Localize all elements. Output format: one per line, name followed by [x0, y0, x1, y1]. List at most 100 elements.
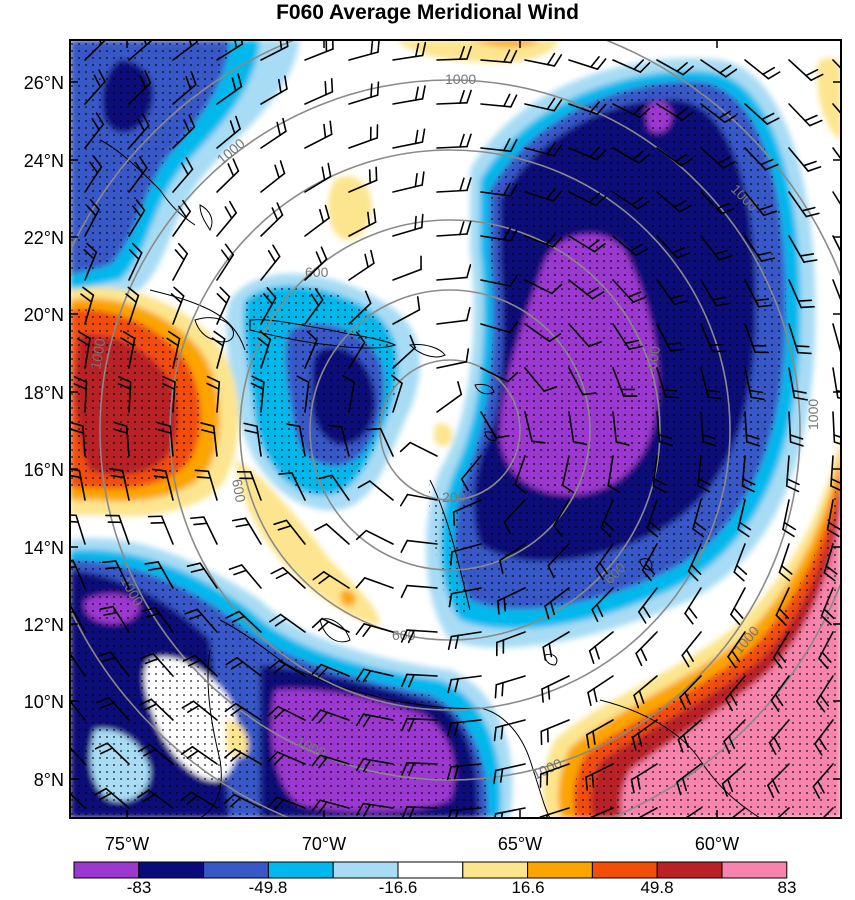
lat-label: 12°N — [24, 615, 64, 635]
wind-barb-feather — [196, 476, 212, 479]
wind-barb-feather — [270, 566, 284, 575]
wind-barb-feather — [367, 211, 371, 227]
wind-barb-feather — [814, 743, 823, 756]
wind-barb-staff — [480, 103, 512, 108]
wind-barb-feather — [638, 690, 645, 704]
wind-barb-staff — [612, 323, 631, 350]
wind-barb-staff — [362, 802, 394, 809]
wind-barb-feather — [327, 162, 332, 178]
wind-barb-feather — [225, 656, 239, 666]
wind-barb-feather — [420, 213, 424, 229]
wind-barb-staff — [788, 103, 811, 127]
wind-barb-staff — [612, 191, 639, 210]
wind-barb-feather — [362, 670, 372, 683]
wind-barb-staff — [128, 82, 152, 105]
wind-barb-staff — [256, 425, 262, 457]
wind-barb-feather — [137, 789, 150, 799]
wind-barb-feather — [356, 758, 365, 771]
wind-barb-staff — [450, 719, 482, 724]
wind-barb-feather — [108, 467, 124, 472]
wind-barb-feather — [653, 478, 667, 486]
colorbar-swatch — [267, 861, 334, 879]
wind-barb-feather — [143, 703, 158, 711]
wind-barb-staff — [260, 338, 272, 369]
wind-barb-staff — [348, 94, 379, 105]
wind-barb-feather — [233, 569, 248, 576]
wind-barb-feather — [588, 192, 600, 204]
wind-barb-staff — [607, 455, 614, 487]
wind-barb-feather — [231, 615, 246, 623]
wind-barb-staff — [279, 613, 306, 633]
wind-barb-staff — [744, 279, 760, 308]
wind-barb-feather — [73, 376, 88, 383]
wind-barb-feather — [745, 434, 760, 440]
wind-barb-feather — [684, 612, 694, 625]
wind-barb-feather — [327, 424, 343, 428]
wind-barb-feather — [631, 822, 633, 835]
wind-barb-staff — [568, 191, 597, 207]
wind-barb-feather — [493, 726, 497, 742]
wind-barb-feather — [561, 484, 575, 494]
wind-barb-feather — [70, 566, 77, 568]
wind-barb-feather — [190, 71, 197, 86]
wind-barb-feather — [641, 569, 652, 581]
wind-barb-staff — [700, 367, 709, 398]
wind-barb-staff — [157, 561, 174, 589]
wind-barb-staff — [75, 514, 86, 545]
wind-barb-staff — [832, 147, 841, 161]
wind-barb-staff — [547, 543, 570, 567]
wind-barb-feather — [671, 247, 686, 254]
wind-barb-feather — [552, 190, 563, 202]
wind-barb-feather — [547, 564, 555, 579]
colorbar-swatch — [332, 861, 399, 879]
wind-barb-feather — [266, 287, 277, 299]
wind-barb-staff — [788, 367, 796, 399]
wind-barb-feather — [465, 306, 471, 322]
wind-barb-feather — [819, 694, 830, 707]
wind-barb-staff — [277, 705, 306, 721]
wind-barb-staff — [196, 608, 218, 633]
wind-barb-staff — [630, 763, 658, 781]
wind-barb-feather — [658, 434, 673, 440]
wind-barb-feather — [677, 738, 684, 753]
wind-barb-staff — [656, 103, 684, 121]
wind-barb-staff — [216, 43, 244, 61]
wind-barb-staff — [84, 337, 91, 369]
wind-barb-staff — [436, 145, 468, 149]
wind-barb-staff — [118, 514, 130, 545]
wind-barb-feather — [323, 123, 327, 139]
wind-barb-staff — [192, 700, 218, 721]
wind-barb-feather — [185, 157, 194, 171]
wind-barb-feather — [329, 120, 333, 136]
wind-barb-staff — [172, 168, 194, 193]
wind-barb-feather — [546, 52, 556, 66]
wind-barb-feather — [143, 40, 148, 46]
wind-barb-staff — [216, 295, 231, 325]
wind-barb-staff — [436, 189, 468, 193]
wind-barb-feather — [223, 793, 235, 805]
wind-barb-feather — [274, 663, 286, 674]
wind-barb-staff — [409, 441, 438, 457]
wind-barb-staff — [681, 631, 702, 657]
wind-barb-feather — [823, 571, 836, 582]
wind-barb-feather — [80, 293, 93, 303]
wind-barb-feather — [545, 233, 556, 246]
wind-barb-feather — [754, 298, 770, 302]
wind-barb-feather — [363, 803, 372, 817]
lon-label: 60°W — [695, 834, 739, 854]
wind-barb-feather — [177, 242, 189, 255]
wind-barb-staff — [452, 499, 482, 513]
lon-label: 75°W — [105, 834, 149, 854]
wind-barb-feather — [510, 49, 518, 64]
wind-barb-staff — [106, 742, 130, 765]
wind-barb-feather — [588, 650, 595, 664]
wind-barb-feather — [466, 89, 472, 104]
wind-barb-feather — [503, 521, 512, 535]
wind-barb-staff — [320, 663, 350, 677]
wind-barb-staff — [199, 562, 218, 589]
wind-barb-feather — [100, 702, 115, 709]
wind-barb-feather — [414, 86, 419, 101]
wind-barb-staff — [304, 381, 310, 413]
wind-barb-feather — [144, 70, 152, 84]
wind-barb-feather — [414, 42, 420, 58]
